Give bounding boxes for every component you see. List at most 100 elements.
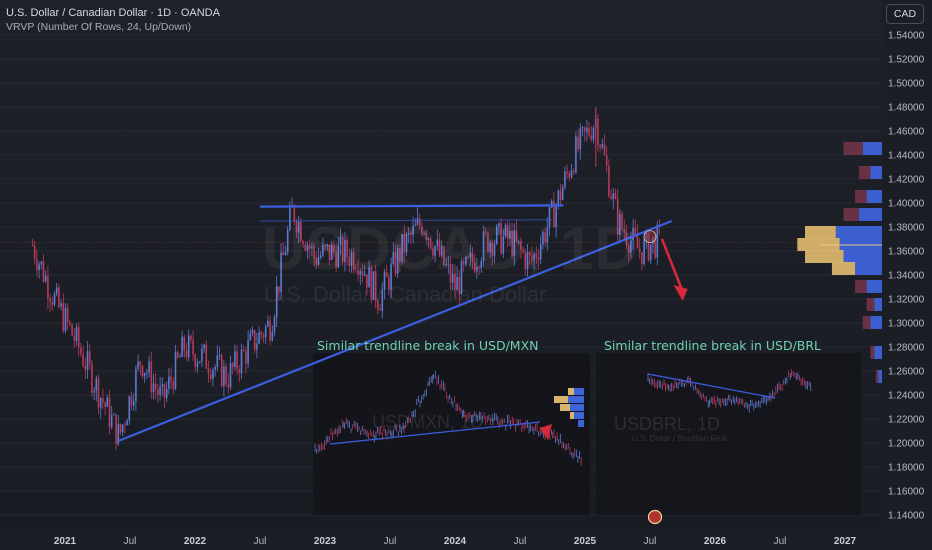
candle [407, 227, 410, 244]
candle [478, 264, 480, 275]
candle [484, 227, 487, 236]
candle [403, 225, 406, 264]
candle-body [216, 355, 219, 367]
candle [51, 297, 54, 311]
candle [440, 240, 443, 259]
candle-body [152, 383, 155, 393]
candle-body [553, 200, 555, 228]
candle-body [564, 171, 566, 188]
vp-bar-down [870, 346, 875, 359]
currency-button[interactable]: CAD [886, 4, 924, 24]
candle-body [289, 207, 291, 230]
candle [414, 218, 417, 227]
candle [473, 254, 476, 274]
candle [174, 345, 177, 391]
candle-body [271, 331, 274, 341]
mini-vp-bar [578, 420, 584, 427]
candle-body [542, 232, 544, 245]
candle [36, 249, 38, 277]
vp-bar-up [855, 262, 882, 275]
candle [229, 355, 232, 391]
candle [429, 237, 432, 251]
candle [269, 315, 271, 346]
candle [443, 245, 445, 267]
candle [377, 298, 379, 315]
candle [185, 342, 188, 361]
candle-body [64, 308, 67, 331]
candle-body [524, 252, 527, 269]
candle [47, 265, 49, 309]
candle-body [390, 263, 392, 290]
candle [322, 237, 324, 258]
price-tick-label: 1.24000 [888, 391, 925, 402]
candle [432, 242, 434, 260]
candle-body [245, 350, 247, 364]
candle-body [170, 376, 172, 382]
candle-body [99, 398, 102, 408]
candle-body [262, 334, 265, 338]
candle [548, 206, 551, 237]
candle [401, 234, 403, 265]
candle-body [458, 276, 461, 295]
candle [544, 226, 546, 247]
candle-body [282, 252, 285, 256]
candle-body [337, 244, 340, 268]
candle [262, 332, 265, 344]
candle-body [97, 378, 100, 408]
candle [38, 261, 40, 279]
candle-body [212, 370, 214, 379]
candle [280, 243, 282, 300]
time-tick-label: Jul [514, 536, 527, 547]
chart-title: U.S. Dollar / Canadian Dollar · 1D · OAN… [6, 7, 220, 19]
candle-body [60, 303, 62, 307]
candle [80, 342, 82, 357]
candle-body [335, 251, 337, 268]
mini-vp-bar [574, 412, 584, 419]
candle-body [273, 317, 276, 332]
candle [561, 184, 564, 201]
mini-trendline [329, 421, 541, 445]
candle-body [86, 351, 89, 370]
candle-body [165, 388, 168, 399]
vp-bar-up [843, 250, 882, 263]
candle-body [614, 193, 617, 199]
candle-body [359, 270, 362, 275]
candle [302, 239, 304, 249]
candle [370, 265, 373, 304]
candle-body [462, 261, 465, 265]
candle [416, 207, 419, 226]
mini-vp-bar [554, 396, 568, 403]
candle-body [157, 389, 159, 395]
vp-bar-down [855, 280, 867, 293]
candle-body [627, 245, 630, 253]
candle-body [269, 320, 271, 341]
candle-body [467, 256, 469, 258]
indicator-label[interactable]: VRVP (Number Of Rows, 24, Up/Down) [6, 21, 192, 33]
candle [454, 264, 456, 299]
candle [506, 220, 509, 248]
candle [383, 268, 386, 300]
candle [66, 303, 69, 330]
candle-body [493, 243, 496, 256]
candle [445, 257, 447, 268]
candle-body [315, 258, 318, 265]
candle [306, 241, 309, 260]
candle [282, 242, 285, 256]
candle-body [396, 247, 399, 274]
candle [69, 320, 71, 327]
candle-body [482, 231, 485, 261]
candle-body [566, 171, 568, 174]
candle-body [498, 223, 500, 227]
candle-body [181, 336, 183, 357]
mini-vp-bar [560, 404, 570, 411]
candle [170, 367, 172, 390]
candle [168, 368, 170, 395]
candle [192, 329, 194, 361]
candle-body [526, 252, 529, 269]
candle-body [443, 246, 445, 266]
candle-body [561, 187, 564, 200]
candle-body [608, 165, 610, 197]
candle-body [42, 261, 45, 282]
